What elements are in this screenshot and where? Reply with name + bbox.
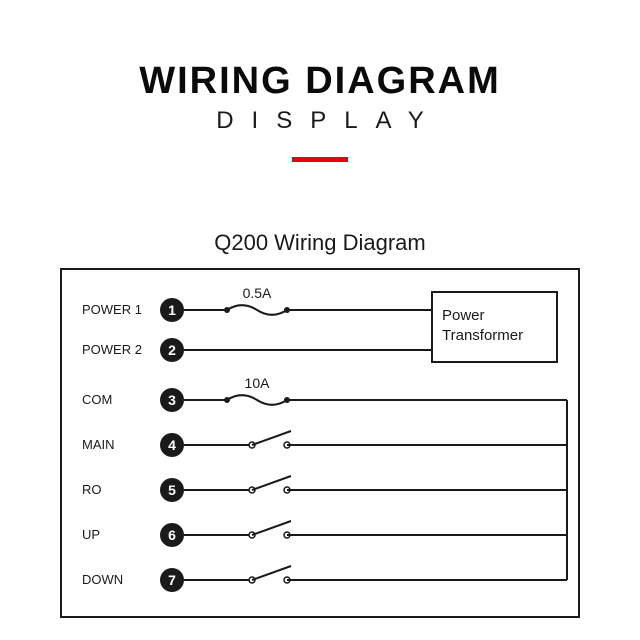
- svg-text:1: 1: [168, 302, 176, 318]
- svg-text:0.5A: 0.5A: [243, 285, 272, 301]
- svg-text:Power: Power: [442, 307, 485, 324]
- svg-text:DOWN: DOWN: [82, 572, 123, 587]
- svg-text:10A: 10A: [245, 375, 271, 391]
- svg-text:POWER 1: POWER 1: [82, 302, 142, 317]
- svg-text:RO: RO: [82, 482, 102, 497]
- page-subtitle: DISPLAY: [0, 107, 640, 135]
- svg-text:MAIN: MAIN: [82, 437, 115, 452]
- wiring-svg: Power Transformer POWER 1 1 0.5A POWER 2 2 COM 3…: [62, 270, 578, 616]
- svg-text:UP: UP: [82, 527, 100, 542]
- diagram-container: Q200 Wiring Diagram Power Transformer POWE…: [60, 230, 580, 618]
- svg-text:5: 5: [168, 482, 176, 498]
- page-title: WIRING DIAGRAM: [0, 60, 640, 103]
- svg-text:COM: COM: [82, 392, 112, 407]
- accent-underline: [292, 157, 348, 162]
- svg-text:6: 6: [168, 527, 176, 543]
- svg-text:Transformer: Transformer: [442, 327, 523, 344]
- svg-text:2: 2: [168, 342, 176, 358]
- svg-text:7: 7: [168, 572, 176, 588]
- svg-text:3: 3: [168, 392, 176, 408]
- diagram-box: Power Transformer POWER 1 1 0.5A POWER 2 2 COM 3…: [60, 268, 580, 618]
- svg-text:4: 4: [168, 437, 176, 453]
- heading-block: WIRING DIAGRAM DISPLAY: [0, 0, 640, 162]
- diagram-title: Q200 Wiring Diagram: [60, 230, 580, 256]
- svg-text:POWER 2: POWER 2: [82, 342, 142, 357]
